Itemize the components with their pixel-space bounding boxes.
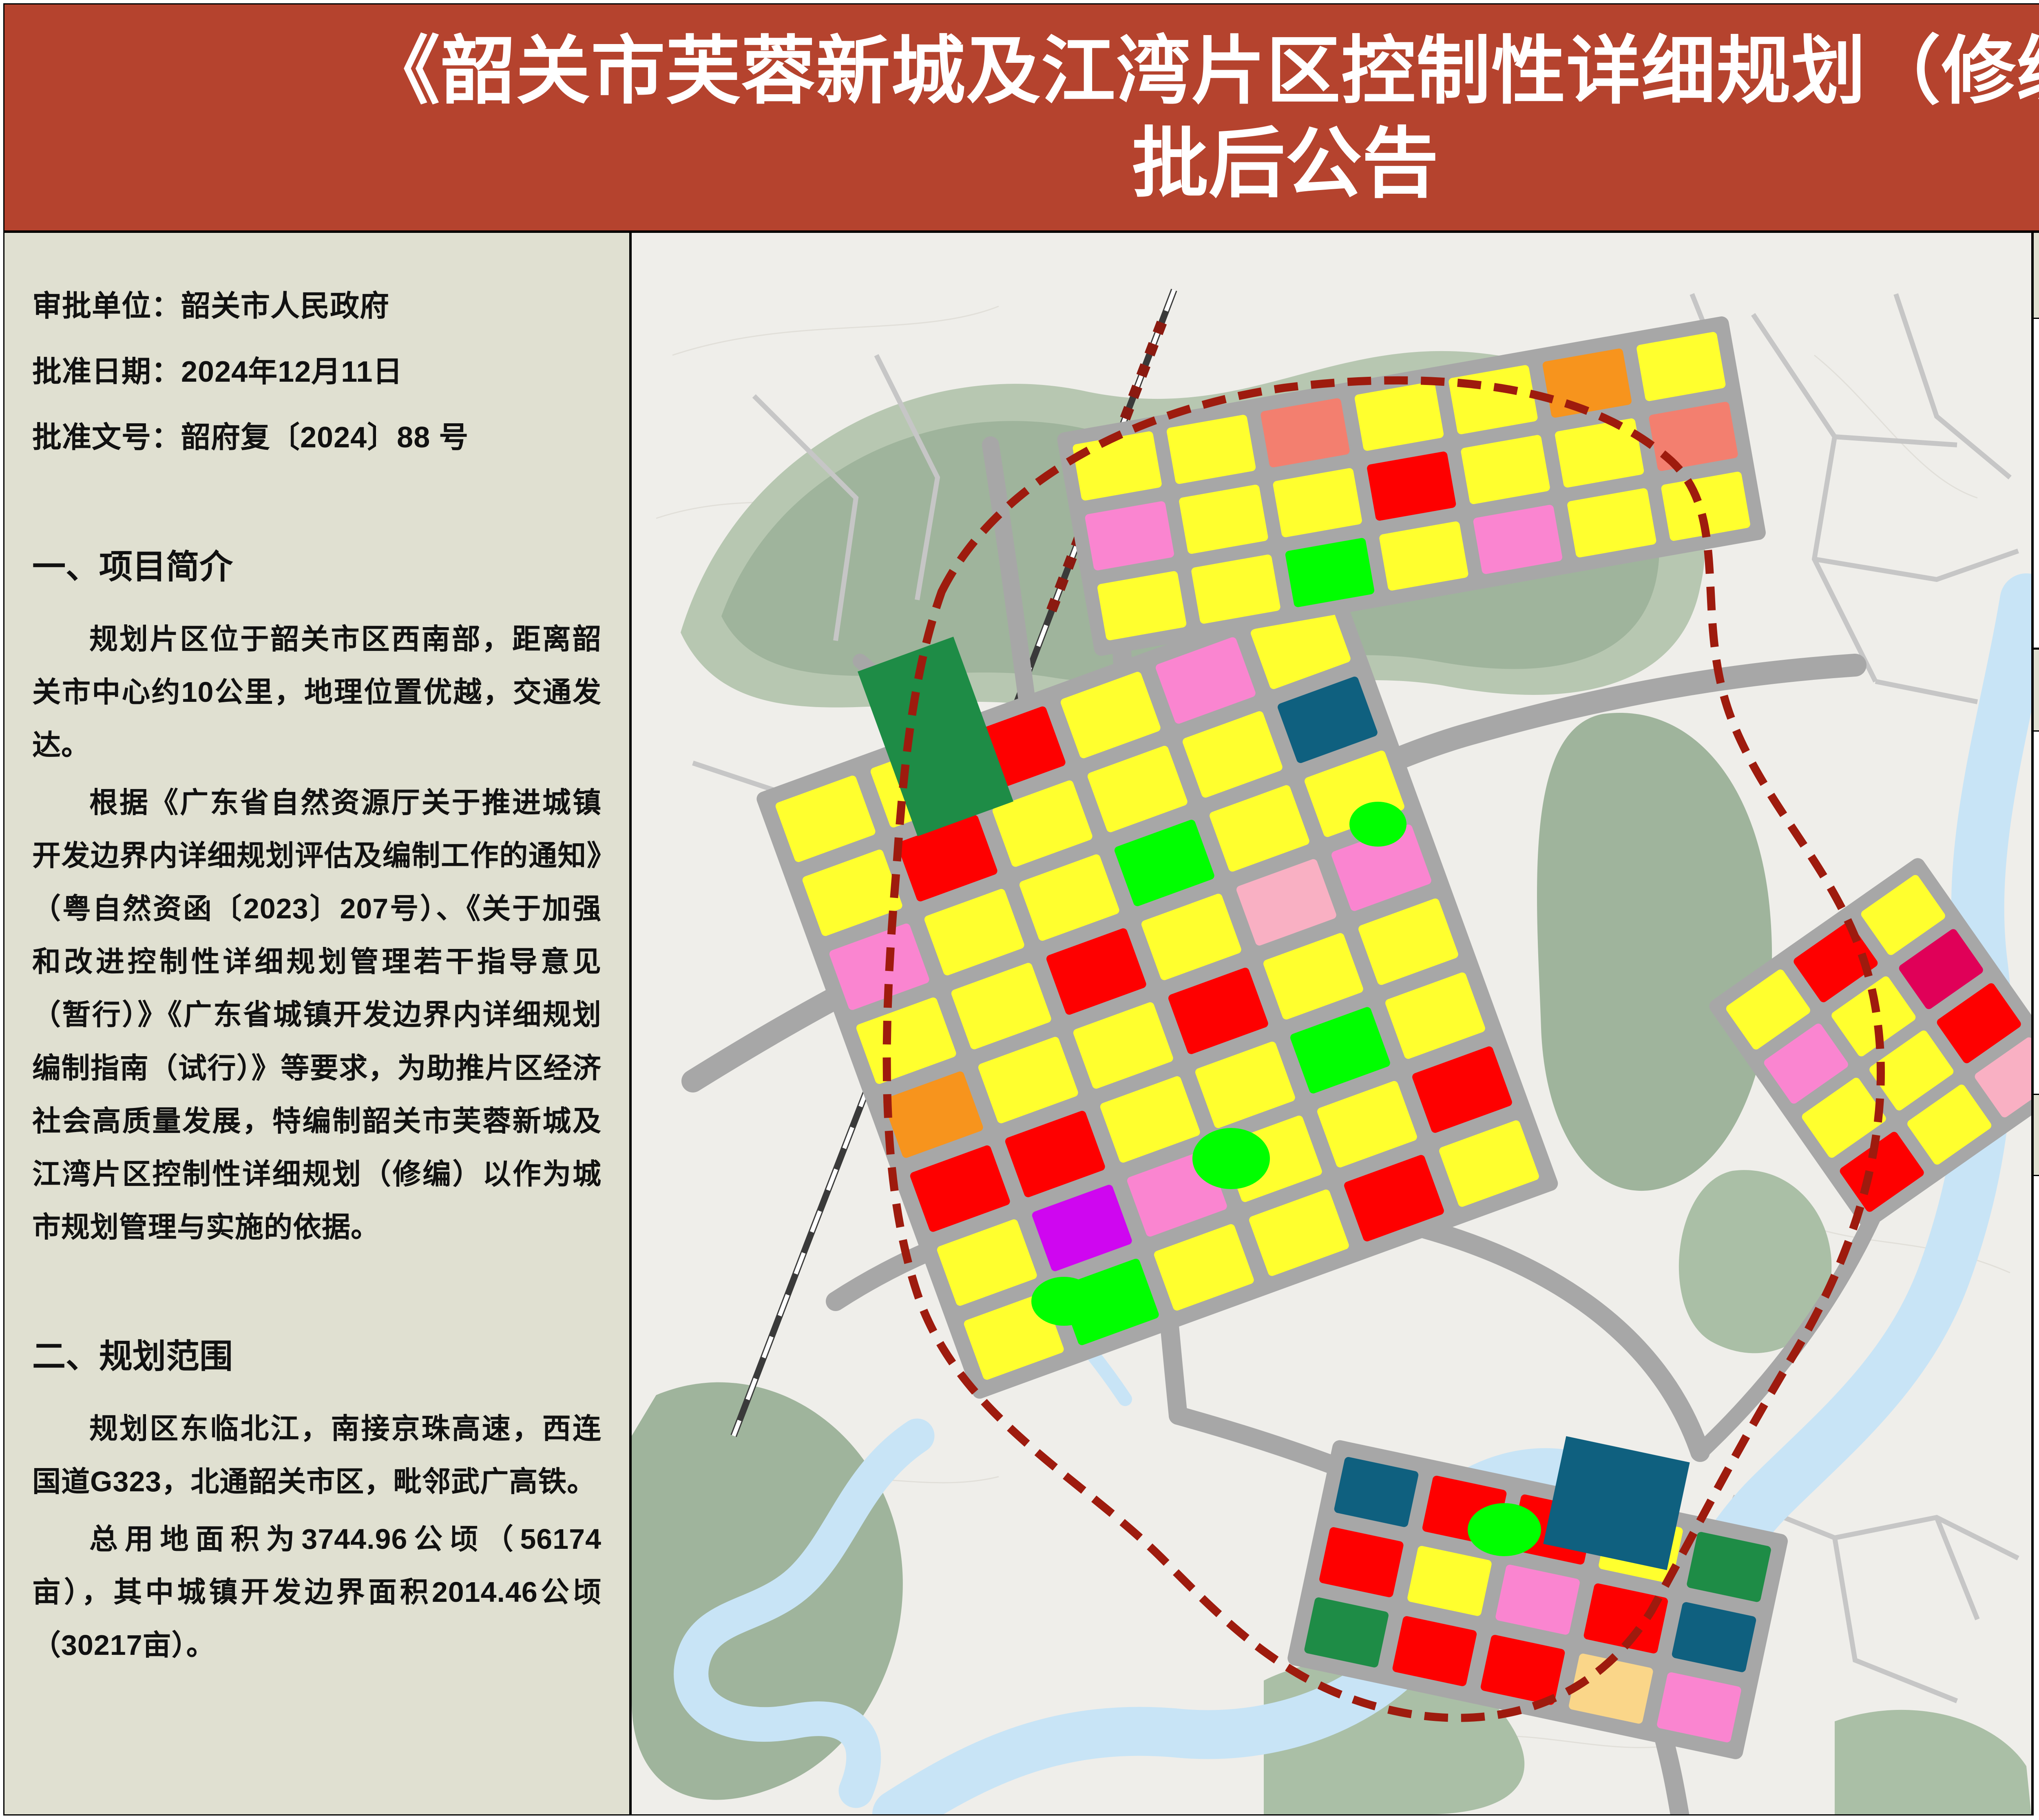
legend-panel: 图例 规划范围 中小学用地 交通场站用地 体育用地 供燃气用地 供电用地 公共管… (2032, 1094, 2039, 1816)
north-label: N (2034, 331, 2039, 378)
location-title: 区位示意图 (2034, 650, 2039, 732)
landuse-parcels (756, 316, 2031, 1759)
wind-rose-title: 风玫瑰 (2034, 233, 2039, 319)
legend-title: 图例 (2034, 1095, 2039, 1176)
master-plan-map (630, 232, 2032, 1816)
section1-paragraph2: 根据《广东省自然资源厅关于推进城镇开发边界内详细规划评估及编制工作的通知》（粤自… (32, 786, 602, 1243)
approval-date: 批准日期：2024年12月11日 (32, 356, 403, 388)
poster-title-line2: 批后公告 (1132, 120, 1439, 206)
planning-boundary (882, 376, 1885, 1722)
section1-heading: 一、项目简介 (32, 548, 233, 586)
title-banner: 《韶关市芙蓉新城及江湾片区控制性详细规划（修编）》 批后公告 (3, 3, 2039, 232)
wind-rose-panel: 风玫瑰 N (2032, 232, 2039, 648)
master-plan-map-canvas (632, 233, 2031, 1814)
section2-heading: 二、规划范围 (32, 1338, 233, 1376)
approval-unit: 审批单位：韶关市人民政府 (32, 290, 390, 323)
location-mini-map: 3 1 2 韶关北环高速 韶关北环高速 (2034, 732, 2039, 1094)
location-panel: 区位示意图 (2032, 648, 2039, 1094)
right-sidebar: 风玫瑰 N (2032, 232, 2039, 1816)
special-parcels (858, 637, 1690, 1570)
section1-paragraph1: 规划片区位于韶关市区西南部，距离韶关市中心约10公里，地理位置优越，交通发达。 (32, 623, 602, 761)
location-map-body: 3 1 2 韶关北环高速 韶关北环高速 (2034, 732, 2039, 1094)
section2-paragraph1: 规划区东临北江，南接京珠高速，西连国道G323，北通韶关市区，毗邻武广高铁。 (32, 1413, 602, 1498)
legend-body: 规划范围 中小学用地 交通场站用地 体育用地 供燃气用地 供电用地 公共管理与公… (2034, 1176, 2039, 1816)
section2-paragraph2: 总用地面积为3744.96公顷（56174亩），其中城镇开发边界面积2014.4… (32, 1523, 602, 1661)
poster-title-line1: 《韶关市芙蓉新城及江湾片区控制性详细规划（修编）》 (366, 29, 2039, 113)
approval-info-panel: 审批单位：韶关市人民政府 批准日期：2024年12月11日 批准文号：韶府复〔2… (3, 232, 630, 1816)
wind-rose-body: N (2034, 319, 2039, 648)
approval-number: 批准文号：韶府复〔2024〕88 号 (32, 421, 469, 454)
